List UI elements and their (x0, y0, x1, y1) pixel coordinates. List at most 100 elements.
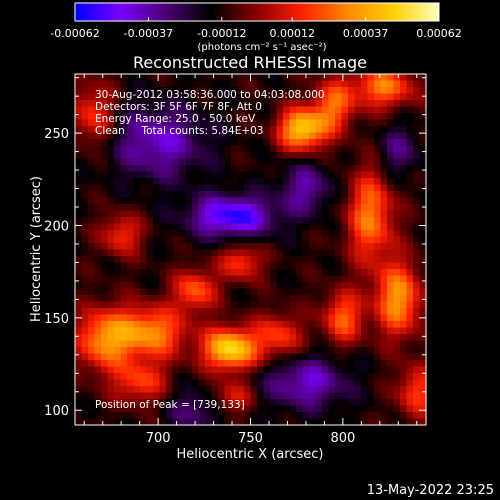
heatmap-cell (205, 405, 213, 413)
heatmap-cell (94, 145, 102, 153)
heatmap-cell (361, 106, 369, 114)
heatmap-cell (367, 210, 375, 218)
heatmap-cell (120, 282, 128, 290)
heatmap-cell (101, 178, 109, 186)
heatmap-cell (205, 93, 213, 101)
heatmap-cell (146, 139, 154, 147)
heatmap-cell (250, 74, 258, 82)
heatmap-cell (120, 223, 128, 231)
heatmap-cell (94, 399, 102, 407)
heatmap-cell (192, 308, 200, 316)
heatmap-cell (94, 373, 102, 381)
heatmap-cell (354, 74, 362, 82)
heatmap-cell (315, 100, 323, 108)
heatmap-cell (198, 184, 206, 192)
heatmap-cell (341, 399, 349, 407)
heatmap-cell (75, 236, 83, 244)
heatmap-cell (263, 386, 271, 394)
heatmap-cell (387, 249, 395, 257)
heatmap-cell (374, 262, 382, 270)
heatmap-cell (257, 301, 265, 309)
heatmap-cell (159, 412, 167, 420)
heatmap-cell (289, 223, 297, 231)
heatmap-cell (263, 256, 271, 264)
heatmap-cell (127, 100, 135, 108)
heatmap-cell (88, 366, 96, 374)
heatmap-cell (159, 204, 167, 212)
heatmap-cell (192, 210, 200, 218)
heatmap-cell (192, 217, 200, 225)
y-tick-label: 150 (44, 312, 69, 327)
heatmap-cell (354, 340, 362, 348)
heatmap-cell (211, 106, 219, 114)
heatmap-cell (374, 399, 382, 407)
heatmap-cell (146, 158, 154, 166)
heatmap-cell (257, 100, 265, 108)
heatmap-cell (387, 275, 395, 283)
heatmap-cell (224, 360, 232, 368)
heatmap-cell (361, 353, 369, 361)
heatmap-cell (289, 100, 297, 108)
heatmap-cell (296, 321, 304, 329)
heatmap-cell (114, 399, 122, 407)
heatmap-cell (205, 301, 213, 309)
heatmap-cell (211, 100, 219, 108)
heatmap-cell (231, 113, 239, 121)
heatmap-cell (244, 223, 252, 231)
heatmap-cell (341, 256, 349, 264)
heatmap-cell (107, 217, 115, 225)
heatmap-cell (101, 308, 109, 316)
heatmap-cell (224, 139, 232, 147)
heatmap-cell (250, 418, 258, 426)
heatmap-cell (270, 262, 278, 270)
heatmap-cell (218, 379, 226, 387)
heatmap-cell (114, 340, 122, 348)
heatmap-cell (361, 282, 369, 290)
heatmap-cell (166, 100, 174, 108)
heatmap-cell (406, 347, 414, 355)
heatmap-cell (309, 314, 317, 322)
heatmap-cell (406, 230, 414, 238)
heatmap-cell (270, 321, 278, 329)
heatmap-cell (114, 87, 122, 95)
heatmap-cell (270, 353, 278, 361)
heatmap-cell (81, 126, 89, 134)
heatmap-cell (322, 126, 330, 134)
heatmap-cell (107, 230, 115, 238)
heatmap-cell (263, 399, 271, 407)
heatmap-cell (257, 223, 265, 231)
heatmap-cell (341, 243, 349, 251)
heatmap-cell (322, 249, 330, 257)
heatmap-cell (179, 262, 187, 270)
heatmap-cell (88, 314, 96, 322)
heatmap-cell (185, 100, 193, 108)
heatmap-cell (146, 132, 154, 140)
heatmap-cell (400, 230, 408, 238)
heatmap-cell (81, 405, 89, 413)
heatmap-cell (328, 392, 336, 400)
heatmap-cell (94, 243, 102, 251)
heatmap-cell (237, 308, 245, 316)
heatmap-cell (146, 379, 154, 387)
heatmap-cell (276, 360, 284, 368)
heatmap-cell (393, 399, 401, 407)
heatmap-cell (140, 262, 148, 270)
heatmap-cell (218, 223, 226, 231)
heatmap-cell (361, 314, 369, 322)
heatmap-cell (361, 321, 369, 329)
heatmap-cell (94, 412, 102, 420)
heatmap-cell (413, 204, 421, 212)
heatmap-cell (393, 379, 401, 387)
heatmap-cell (419, 178, 427, 186)
heatmap-cell (309, 243, 317, 251)
heatmap-cell (218, 288, 226, 296)
heatmap-cell (88, 184, 96, 192)
heatmap-cell (198, 204, 206, 212)
heatmap-cell (328, 152, 336, 160)
heatmap-cell (120, 100, 128, 108)
heatmap-cell (244, 158, 252, 166)
heatmap-cell (348, 295, 356, 303)
heatmap-cell (133, 412, 141, 420)
heatmap-cell (81, 295, 89, 303)
heatmap-cell (133, 353, 141, 361)
